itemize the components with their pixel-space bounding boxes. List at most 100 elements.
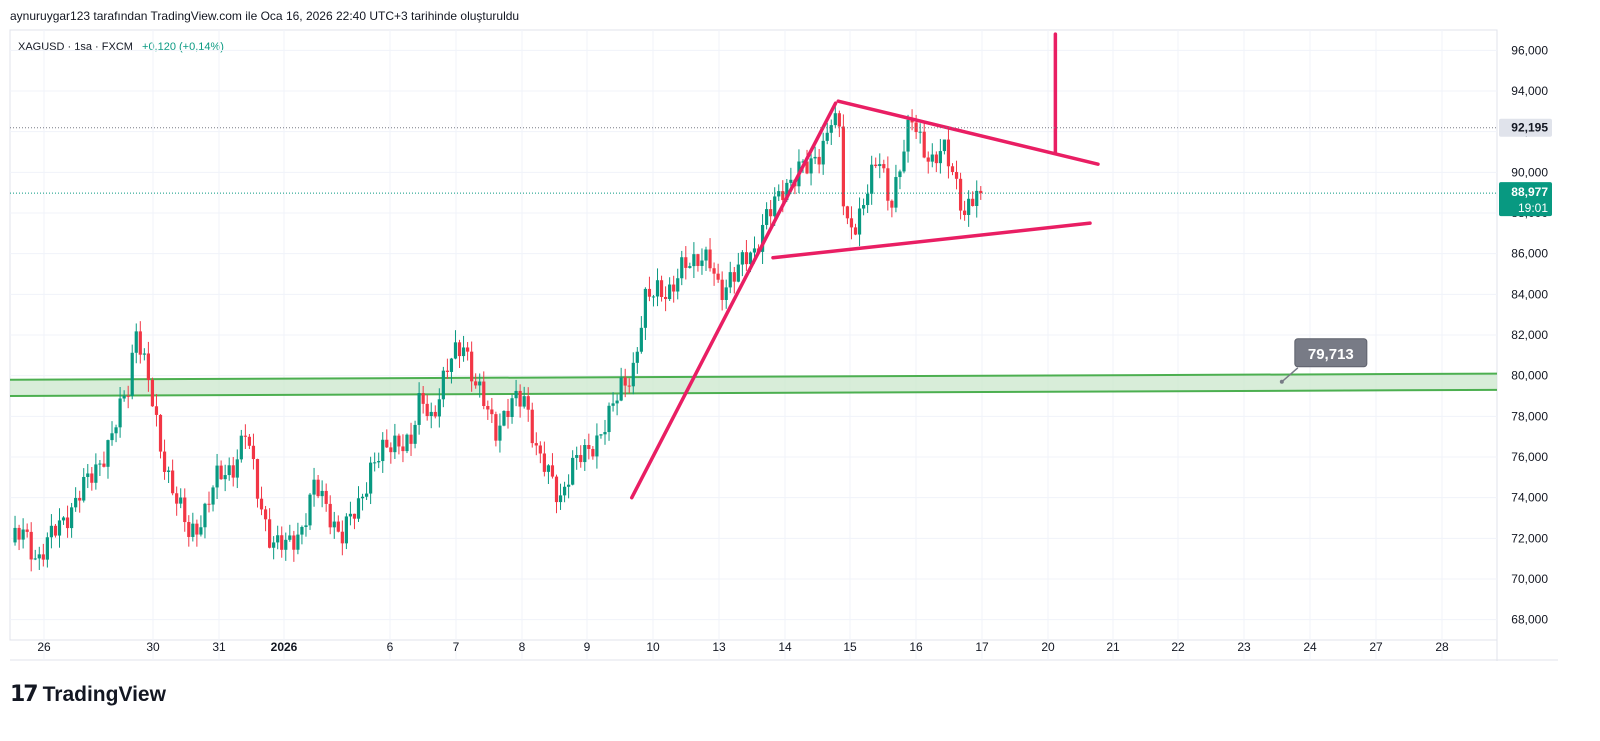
candle-body	[150, 379, 155, 407]
candle-body	[967, 198, 971, 215]
candle-body	[482, 381, 486, 407]
candle-body	[37, 554, 41, 559]
candle-body	[45, 537, 49, 560]
candle-body	[235, 459, 239, 478]
candle-body	[296, 534, 300, 550]
time-tick-label: 27	[1369, 640, 1383, 654]
candle-body	[247, 436, 252, 446]
time-tick-label: 16	[909, 640, 923, 654]
trendline	[836, 99, 1100, 166]
candle-body	[449, 358, 454, 372]
candle-body	[748, 252, 753, 265]
candle-body	[643, 288, 647, 328]
time-axis: 26 30 31 2026 6 7 8 9 10 13 14 15 16 17 20 21 22 23 24 27 28	[37, 640, 1449, 654]
candle-body	[688, 266, 692, 268]
zone-callout-dot	[1279, 379, 1284, 384]
candle-body	[579, 455, 583, 463]
candle-body	[894, 177, 898, 208]
candle-body	[82, 476, 86, 501]
candle-body	[421, 393, 425, 404]
candle-body	[486, 406, 490, 410]
candle-body	[975, 190, 979, 206]
price-tick-label: 78,000	[1511, 409, 1548, 423]
support-zone-top	[9, 372, 1498, 381]
candle-body	[789, 179, 793, 183]
support-zone-fill	[10, 373, 1497, 396]
candle-body	[13, 527, 17, 543]
candle-body	[542, 453, 546, 472]
candle-body	[922, 131, 926, 158]
candle-body	[74, 497, 78, 508]
candle-body	[603, 432, 607, 435]
candle-body	[538, 445, 542, 454]
time-tick-label: 7	[453, 640, 460, 654]
time-tick-label: 26	[37, 640, 51, 654]
candle-body	[356, 498, 361, 519]
candle-body	[373, 462, 377, 464]
candle-body	[878, 164, 882, 167]
tradingview-logo-icon: 17	[10, 682, 39, 707]
candle-body	[332, 521, 336, 528]
candle-body	[607, 405, 611, 433]
candle-body	[417, 393, 421, 425]
candle-body	[445, 370, 449, 372]
tradingview-logo[interactable]: 17 TradingView	[10, 682, 166, 707]
candle-body	[631, 362, 635, 387]
candle-body	[130, 352, 134, 396]
candle-body	[360, 496, 365, 499]
candle-body	[704, 249, 708, 261]
candle-body	[708, 249, 712, 269]
price-tick-label: 80,000	[1511, 369, 1548, 383]
candle-body	[41, 554, 45, 560]
candle-body	[971, 198, 975, 206]
candle-body	[336, 521, 340, 532]
time-tick-label: 21	[1106, 640, 1120, 654]
candle-body	[255, 459, 260, 499]
price-tick-label: 70,000	[1511, 572, 1548, 586]
candle-body	[845, 206, 850, 219]
time-tick-label: 23	[1237, 640, 1251, 654]
candle-body	[938, 151, 942, 164]
candle-body	[348, 513, 353, 517]
candle-body	[813, 156, 817, 159]
time-tick-label: 8	[519, 640, 526, 654]
candle-body	[958, 178, 963, 211]
candle-body	[728, 272, 732, 288]
candle-body	[740, 252, 744, 265]
candle-body	[954, 171, 959, 179]
candle-body	[393, 435, 397, 453]
price-tick-label: 86,000	[1511, 247, 1548, 261]
candle-body	[239, 435, 243, 460]
candle-body	[183, 497, 187, 523]
candle-body	[25, 529, 29, 532]
candle-body	[453, 342, 458, 359]
candle-body	[619, 377, 623, 401]
candle-body	[29, 531, 33, 560]
candle-body	[765, 209, 769, 225]
candle-body	[90, 473, 94, 483]
candle-body	[433, 411, 437, 417]
candle-body	[409, 434, 413, 444]
candle-body	[591, 448, 595, 457]
time-tick-label: 24	[1303, 640, 1317, 654]
candle-body	[950, 166, 955, 172]
candle-body	[526, 396, 530, 410]
trendline	[771, 221, 1092, 260]
candle-body	[118, 398, 122, 428]
candle-body	[672, 284, 676, 292]
price-tick-label: 74,000	[1511, 491, 1548, 505]
zone-callout-label: 79,713	[1308, 346, 1354, 363]
candle-body	[841, 126, 845, 207]
candle-body	[134, 331, 138, 353]
candle-body	[696, 254, 700, 266]
candle-body	[243, 435, 247, 437]
candle-body	[623, 377, 627, 386]
candle-body	[21, 529, 25, 540]
candle-body	[562, 486, 567, 496]
candle-body	[732, 272, 736, 282]
time-tick-label: 2026	[271, 640, 298, 654]
chart-attribution: aynuruygar123 tarafından TradingView.com…	[10, 9, 520, 23]
candle-body	[102, 463, 106, 467]
candle-body	[720, 279, 724, 300]
